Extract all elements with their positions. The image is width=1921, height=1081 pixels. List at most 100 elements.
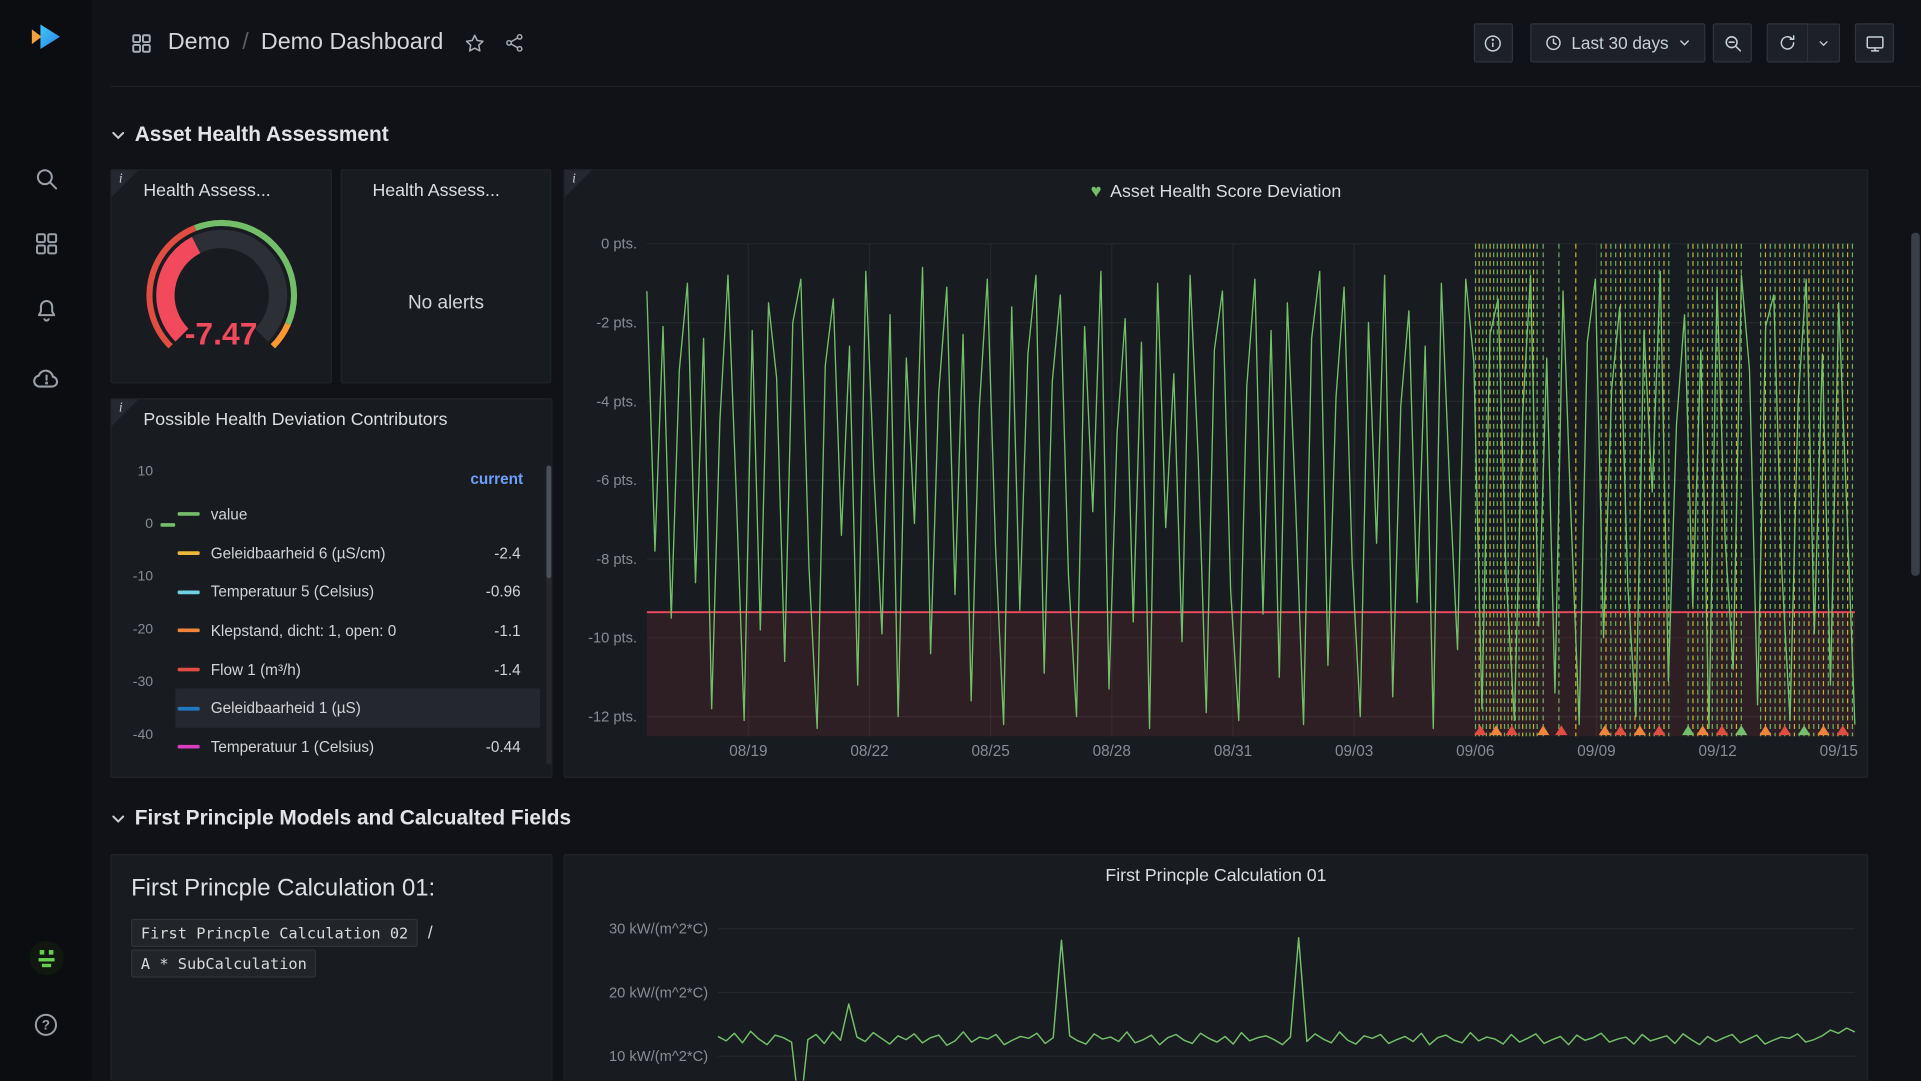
- row-title: First Principle Models and Calcualted Fi…: [134, 806, 572, 830]
- legend-scrollbar-thumb[interactable]: [546, 465, 552, 579]
- top-bar: Demo / Demo Dashboard: [92, 0, 1921, 86]
- toolbar-right: Last 30 days: [1473, 23, 1895, 63]
- heart-icon: ♥: [1090, 181, 1102, 203]
- panel-health-alerts: Health Assess... No alerts: [340, 169, 552, 384]
- dashboards-grid-icon[interactable]: [29, 227, 63, 261]
- legend-row[interactable]: Geleidbaarheid 6 (µS/cm) -2.4: [175, 534, 540, 573]
- svg-text:09/06: 09/06: [1456, 743, 1494, 760]
- contrib-mini-series: [160, 523, 176, 527]
- series-color-swatch: [177, 628, 200, 633]
- page-scrollbar: [1911, 103, 1920, 1081]
- series-name[interactable]: Temperatuur 5 (Celsius): [210, 583, 375, 601]
- calc-expression-2: A * SubCalculation: [131, 949, 317, 978]
- panel-first-principle-chart: First Princple Calculation 01 30 kW/(m^2…: [563, 853, 1869, 1081]
- contrib-axis-label: -30: [132, 675, 154, 690]
- series-current-value: -0.96: [485, 583, 521, 601]
- svg-text:08/19: 08/19: [729, 743, 767, 760]
- series-name[interactable]: Geleidbaarheid 6 (µS/cm): [210, 544, 386, 562]
- svg-text:-8 pts.: -8 pts.: [596, 552, 637, 568]
- svg-text:-4 pts.: -4 pts.: [596, 394, 637, 410]
- series-color-swatch: [177, 512, 200, 517]
- star-icon[interactable]: [461, 29, 489, 57]
- time-range-picker[interactable]: Last 30 days: [1529, 23, 1706, 63]
- score-deviation-chart[interactable]: 0 pts. -2 pts. -4 pts. -6 pts. -8 pts. -10 pt…: [575, 232, 1860, 774]
- svg-text:?: ?: [42, 1017, 50, 1032]
- series-color-swatch: [177, 551, 200, 556]
- calc-title: First Princple Calculation 01:: [131, 874, 436, 902]
- svg-text:08/31: 08/31: [1214, 743, 1252, 760]
- panel-title: First Princple Calculation 01: [1105, 866, 1327, 886]
- svg-text:10 kW/(m^2*C): 10 kW/(m^2*C): [609, 1049, 708, 1065]
- gauge-value: -7.47: [184, 314, 258, 352]
- cloud-alert-icon[interactable]: [29, 361, 63, 395]
- series-current-value: -1.4: [494, 661, 521, 679]
- contrib-legend: current value Geleidbaarheid 6 (µS/cm) -2.…: [175, 463, 541, 767]
- panel-title: Health Assess...: [143, 181, 271, 201]
- panel-contributors: i Possible Health Deviation Contributors…: [110, 398, 553, 778]
- contrib-axis-label: 0: [145, 517, 154, 532]
- series-name[interactable]: Klepstand, dicht: 1, open: 0: [210, 622, 397, 640]
- legend-row[interactable]: Flow 1 (m³/h) -1.4: [175, 650, 540, 689]
- panel-title: Asset Health Score Deviation: [1110, 181, 1342, 202]
- legend-row[interactable]: Temperatuur 5 (Celsius) -0.96: [175, 573, 540, 612]
- svg-text:-6 pts.: -6 pts.: [596, 473, 637, 489]
- dashboard-grid-icon[interactable]: [127, 29, 155, 57]
- breadcrumb-page: Demo Dashboard: [260, 29, 444, 56]
- contrib-axis-label: 10: [137, 464, 154, 480]
- series-name[interactable]: value: [210, 505, 248, 523]
- sidebar: ?: [0, 0, 92, 1081]
- refresh-button[interactable]: [1766, 23, 1809, 63]
- svg-text:-10 pts.: -10 pts.: [588, 631, 637, 647]
- page-scrollbar-thumb[interactable]: [1911, 232, 1920, 576]
- series-name[interactable]: Temperatuur 1 (Celsius): [210, 738, 375, 756]
- svg-text:08/22: 08/22: [850, 743, 888, 760]
- legend-row[interactable]: Klepstand, dicht: 1, open: 0 -1.1: [175, 611, 540, 650]
- kiosk-mode-button[interactable]: [1854, 23, 1895, 63]
- series-color-swatch: [177, 590, 200, 594]
- search-icon[interactable]: [29, 162, 63, 196]
- legend-row[interactable]: value: [175, 495, 540, 534]
- svg-text:-12 pts.: -12 pts.: [588, 710, 637, 726]
- first-principle-chart[interactable]: 30 kW/(m^2*C) 20 kW/(m^2*C) 10 kW/(m^2*C): [575, 902, 1860, 1081]
- svg-text:09/12: 09/12: [1698, 743, 1736, 760]
- svg-text:20 kW/(m^2*C): 20 kW/(m^2*C): [609, 985, 708, 1001]
- row-header-first-principle[interactable]: First Principle Models and Calcualted Fi…: [110, 801, 571, 835]
- breadcrumb-section[interactable]: Demo: [167, 29, 230, 56]
- refresh-interval-chevron[interactable]: [1808, 23, 1841, 63]
- svg-text:08/25: 08/25: [972, 743, 1010, 760]
- panel-health-gauge: i Health Assess... -7.47: [110, 169, 333, 384]
- alerting-bell-icon[interactable]: [29, 293, 63, 327]
- time-range-label: Last 30 days: [1571, 33, 1669, 53]
- legend-sort-header[interactable]: current: [470, 470, 524, 488]
- series-name[interactable]: Flow 1 (m³/h): [210, 661, 301, 679]
- share-icon[interactable]: [501, 29, 528, 56]
- panel-info-button[interactable]: [1473, 23, 1513, 63]
- legend-row[interactable]: Temperatuur 1 (Celsius) -0.44: [175, 728, 540, 767]
- contrib-y-axis: 10 0 -10 -20 -30 -40: [111, 399, 551, 776]
- health-gauge-chart[interactable]: [129, 214, 313, 361]
- series-color-swatch: [177, 706, 200, 711]
- calc-expression-1: First Princple Calculation 02: [131, 918, 419, 948]
- help-icon[interactable]: ?: [29, 1007, 63, 1041]
- zoom-out-button[interactable]: [1712, 23, 1752, 63]
- header-divider: [110, 85, 1921, 87]
- panel-info-corner-icon[interactable]: i: [111, 170, 139, 198]
- svg-text:09/09: 09/09: [1577, 743, 1615, 760]
- panel-info-corner-icon[interactable]: i: [111, 399, 139, 427]
- series-current-value: -2.4: [494, 544, 521, 562]
- series-current-value: -1.1: [494, 622, 521, 640]
- grafana-logo-icon[interactable]: [29, 20, 63, 54]
- chevron-down-icon: [1677, 36, 1692, 51]
- panel-info-corner-icon[interactable]: i: [564, 170, 592, 198]
- contrib-axis-label: -20: [132, 622, 154, 638]
- alerts-status-text: No alerts: [407, 292, 484, 314]
- legend-row[interactable]: Geleidbaarheid 1 (µS): [175, 689, 541, 728]
- user-avatar[interactable]: [28, 940, 64, 976]
- svg-text:0 pts.: 0 pts.: [601, 237, 637, 253]
- svg-text:30 kW/(m^2*C): 30 kW/(m^2*C): [609, 922, 708, 938]
- clock-icon: [1543, 33, 1563, 53]
- series-name[interactable]: Geleidbaarheid 1 (µS): [210, 699, 361, 718]
- breadcrumb: Demo / Demo Dashboard: [127, 29, 527, 57]
- row-header-asset-health[interactable]: Asset Health Assessment: [110, 118, 389, 152]
